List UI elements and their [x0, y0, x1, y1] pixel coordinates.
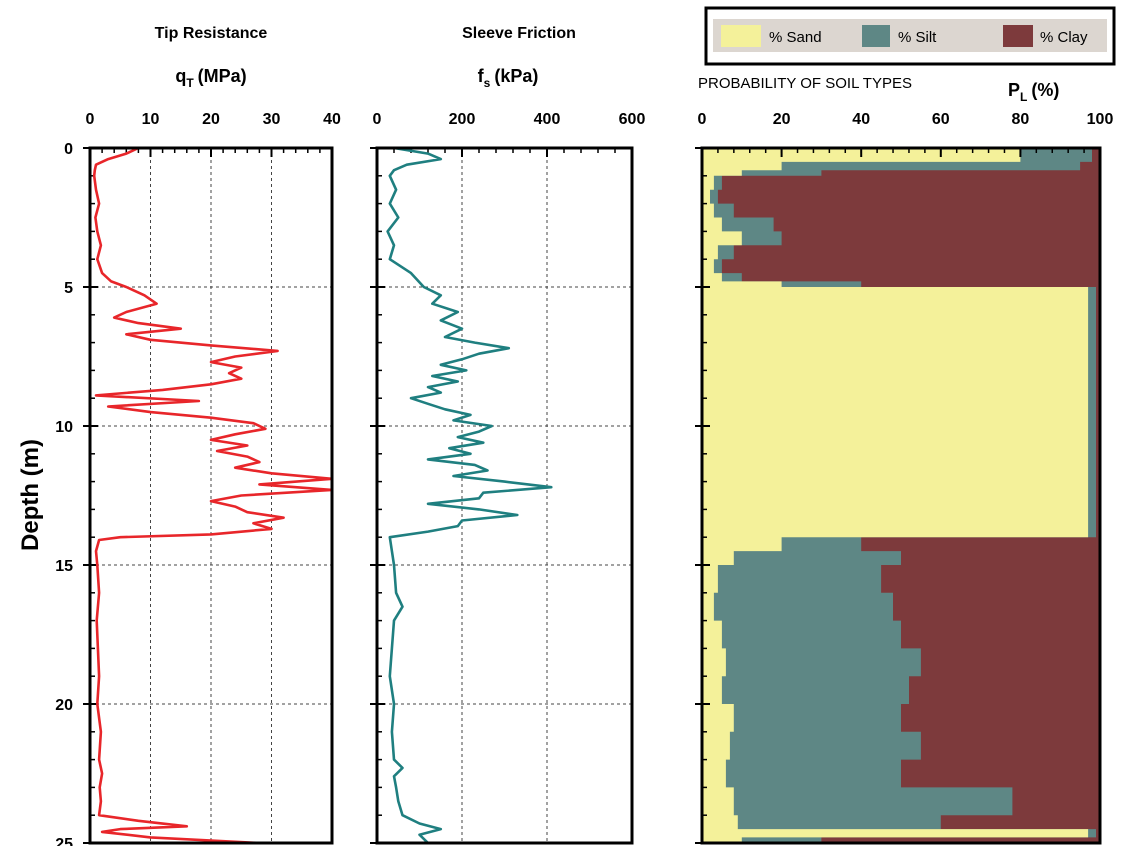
- depth-tick-label: 15: [55, 558, 73, 575]
- legend-swatch-clay: [1003, 25, 1033, 47]
- sleeve-friction-axis-label: fs (kPa): [478, 66, 539, 90]
- sand-area: [702, 148, 1089, 843]
- x-tick-label: 600: [619, 111, 646, 128]
- x-tick-label: 60: [932, 111, 950, 128]
- sleeve-friction-ticks: [370, 147, 633, 844]
- sleeve-friction-title: Sleeve Friction: [462, 25, 576, 42]
- tip-resistance-title: Tip Resistance: [155, 25, 268, 42]
- tip-resistance-series-line: [92, 148, 332, 843]
- x-tick-label: 0: [698, 111, 707, 128]
- x-tick-label: 80: [1012, 111, 1030, 128]
- tip-resistance-axis-label: qT (MPa): [175, 66, 246, 90]
- legend-label-silt: % Silt: [898, 29, 937, 46]
- sleeve-friction-x-tick-labels: 0 200 400 600: [373, 111, 646, 128]
- x-tick-label: 40: [323, 111, 341, 128]
- depth-tick-label: 0: [64, 141, 73, 158]
- soil-probability-title: PROBABILITY OF SOIL TYPES: [698, 75, 912, 92]
- x-tick-label: 20: [773, 111, 791, 128]
- x-tick-label: 40: [852, 111, 870, 128]
- x-tick-label: 100: [1087, 111, 1114, 128]
- depth-tick-label: 25: [55, 836, 73, 846]
- soil-probability-x-tick-labels: 0 20 40 60 80 100: [698, 111, 1114, 128]
- tip-resistance-ticks: [83, 147, 333, 844]
- legend-label-clay: % Clay: [1040, 29, 1088, 46]
- tip-resistance-grid: [90, 148, 332, 843]
- depth-tick-label: 20: [55, 697, 73, 714]
- depth-tick-label: 5: [64, 280, 73, 297]
- x-tick-label: 30: [263, 111, 281, 128]
- y-axis-label: Depth (m): [17, 439, 44, 551]
- x-tick-label: 200: [449, 111, 476, 128]
- soil-probability-axis-label: PL (%): [1008, 80, 1059, 104]
- tip-resistance-frame: [88, 146, 334, 845]
- x-tick-label: 20: [202, 111, 220, 128]
- depth-tick-labels: 0 5 10 15 20 25: [55, 141, 73, 846]
- soil-probability-frame: [700, 146, 1102, 845]
- soil-probability-panel: % Sand % Silt % Clay PROBABILITY OF SOIL…: [695, 6, 1116, 845]
- tip-resistance-panel: Tip Resistance qT (MPa) 0 10 20 30 40 0 5 10 15 2…: [55, 25, 341, 846]
- sleeve-friction-grid: [377, 148, 632, 843]
- x-tick-label: 10: [142, 111, 160, 128]
- depth-tick-label: 10: [55, 419, 73, 436]
- legend-swatch-silt: [862, 25, 890, 47]
- x-tick-label: 0: [86, 111, 95, 128]
- sleeve-friction-series-line: [386, 148, 553, 843]
- x-tick-label: 400: [534, 111, 561, 128]
- legend-background: [713, 19, 1107, 52]
- legend-swatch-sand: [721, 25, 761, 47]
- sleeve-friction-frame: [375, 146, 634, 845]
- x-tick-label: 0: [373, 111, 382, 128]
- tip-resistance-x-tick-labels: 0 10 20 30 40: [86, 111, 341, 128]
- sleeve-friction-panel: Sleeve Friction fs (kPa) 0 200 400 600: [370, 25, 646, 845]
- legend-label-sand: % Sand: [769, 29, 822, 46]
